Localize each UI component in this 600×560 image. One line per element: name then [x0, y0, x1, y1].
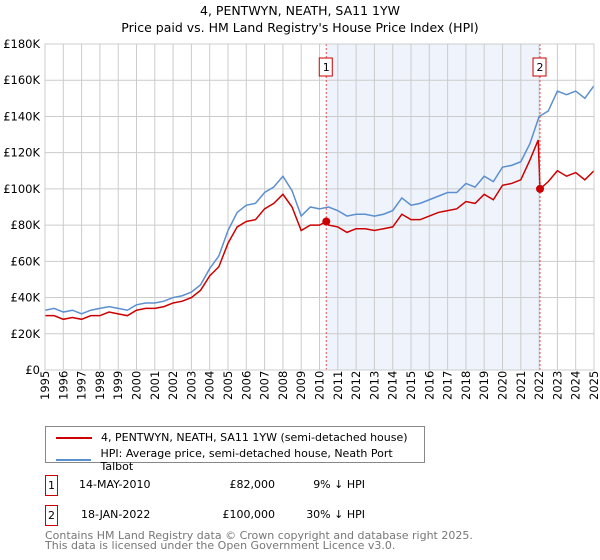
y-tick-label: £40K — [11, 291, 41, 305]
x-tick-label: 1995 — [38, 371, 52, 400]
plot-frame — [44, 43, 595, 371]
sale-label: 2 — [537, 61, 544, 74]
x-tick-label: 2010 — [313, 371, 327, 400]
x-tick-label: 2007 — [258, 371, 272, 400]
x-tick-label: 2016 — [422, 371, 436, 400]
legend-swatch-red — [56, 436, 92, 439]
y-tick-label: £160K — [3, 73, 40, 87]
x-tick-label: 2002 — [166, 371, 180, 400]
x-tick-label: 2008 — [276, 371, 290, 400]
table-row: 1 14-MAY-2010 £82,000 9% ↓ HPI — [45, 475, 445, 496]
x-tick-label: 2011 — [331, 371, 345, 400]
series-line — [44, 85, 595, 315]
shaded-region — [326, 44, 541, 370]
sale-hpi-diff: 30% ↓ HPI — [306, 508, 365, 521]
x-tick-label: 1998 — [93, 371, 107, 400]
legend-swatch-blue — [56, 459, 92, 461]
sale-point — [322, 217, 331, 226]
legend: 4, PENTWYN, NEATH, SA11 1YW (semi-detach… — [45, 426, 425, 473]
y-tick-label: £0 — [25, 363, 40, 377]
chart-subtitle: Price paid vs. HM Land Registry's House … — [121, 20, 479, 35]
chart-title: 4, PENTWYN, NEATH, SA11 1YW — [200, 3, 400, 18]
sale-point — [536, 184, 545, 193]
legend-label: HPI: Average price, semi-detached house,… — [100, 447, 393, 473]
sale-date: 14-MAY-2010 — [79, 478, 151, 491]
sale-marker-badge: 2 — [45, 505, 58, 526]
x-tick-label: 1996 — [56, 371, 70, 400]
x-tick-label: 2018 — [459, 371, 473, 400]
x-tick-label: 2020 — [496, 371, 510, 400]
x-tick-label: 2006 — [239, 371, 253, 400]
y-tick-label: £180K — [3, 37, 40, 51]
sale-date: 18-JAN-2022 — [81, 508, 151, 521]
x-tick-label: 2012 — [349, 371, 363, 400]
legend-item-hpi: HPI: Average price, semi-detached house,… — [56, 447, 424, 473]
legend-label: 4, PENTWYN, NEATH, SA11 1YW (semi-detach… — [101, 431, 408, 444]
x-tick-label: 2004 — [203, 371, 217, 400]
y-tick-label: £140K — [3, 109, 40, 123]
x-tick-label: 2014 — [386, 371, 400, 400]
sale-price: £82,000 — [229, 478, 276, 491]
x-tick-label: 2021 — [514, 371, 528, 400]
x-tick-label: 2001 — [148, 371, 162, 400]
table-row: 2 18-JAN-2022 £100,000 30% ↓ HPI — [45, 505, 445, 526]
x-tick-label: 2015 — [404, 371, 418, 400]
x-tick-label: 2025 — [587, 371, 600, 400]
x-tick-label: 2003 — [184, 371, 198, 400]
x-tick-label: 2005 — [221, 371, 235, 400]
x-tick-label: 1997 — [75, 371, 89, 400]
y-tick-label: £80K — [11, 218, 41, 232]
y-tick-label: £20K — [11, 327, 41, 341]
x-tick-label: 2019 — [477, 371, 491, 400]
sale-label-box — [532, 57, 547, 77]
x-tick-label: 2013 — [367, 371, 381, 400]
x-tick-label: 2022 — [532, 371, 546, 400]
sale-label: 1 — [323, 61, 330, 74]
y-tick-label: £60K — [11, 254, 41, 268]
price-chart: 1995 1996 1997 1998 1999 2000 2001 2002 2003 2004… — [3, 37, 600, 400]
y-tick-label: £100K — [3, 182, 40, 196]
y-tick-label: £120K — [3, 146, 40, 160]
x-tick-label: 2000 — [130, 371, 144, 400]
x-tick-label: 2017 — [441, 371, 455, 400]
x-tick-label: 2023 — [550, 371, 564, 400]
sale-marker-badge: 1 — [45, 475, 58, 496]
legend-item-property: 4, PENTWYN, NEATH, SA11 1YW (semi-detach… — [56, 431, 408, 444]
sale-label-box — [318, 57, 333, 77]
footer-line: Contains HM Land Registry data © Crown c… — [45, 529, 473, 542]
x-tick-label: 2024 — [569, 371, 583, 400]
x-tick-label: 2009 — [294, 371, 308, 400]
sale-hpi-diff: 9% ↓ HPI — [313, 478, 365, 491]
footer-line: This data is licensed under the Open Gov… — [45, 539, 396, 552]
footer: Contains HM Land Registry data © Crown c… — [45, 529, 473, 552]
sale-price: £100,000 — [222, 508, 276, 521]
x-tick-label: 1999 — [111, 371, 125, 400]
